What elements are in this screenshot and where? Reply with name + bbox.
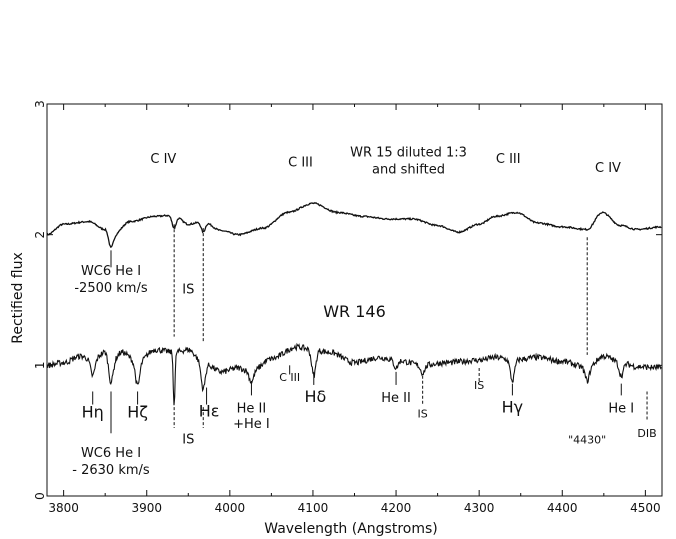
annotation-label: He II [237,401,267,416]
x-tick-label: 4500 [630,501,661,515]
series-line-wr146 [46,342,662,406]
annotation-label: IS [182,282,194,297]
annotation-label: and shifted [372,162,445,177]
y-tick-label: 0 [33,492,47,500]
annotation-label: "4430" [568,434,606,447]
annotation-label: DIB [637,427,656,440]
annotation-label: - 2630 km/s [72,463,150,478]
annotation-label: Hη [82,403,104,422]
annotation-label: C IV [595,161,621,176]
y-axis-title: Rectified flux [10,252,26,344]
annotation-label: WC6 He I [81,264,141,279]
annotation-label: +He I [233,417,270,432]
annotation-label: He I [608,401,634,416]
annotation-label: C III [496,152,521,167]
annotation-label: IS [474,379,484,392]
x-tick-label: 4300 [464,501,495,515]
annotation-label: Hζ [127,403,148,422]
x-tick-label: 3900 [131,501,162,515]
annotation-label: WC6 He I [81,446,141,461]
x-tick-label: 4000 [215,501,246,515]
annotation-label: IS [182,433,194,448]
y-tick-label: 3 [33,100,47,108]
series-line-wr15 [46,201,662,248]
annotation-label: Hε [199,401,220,420]
annotation-label: C III [279,371,300,384]
x-tick-label: 3800 [48,501,79,515]
annotation-label: He II [381,391,411,406]
annotation-label: C III [288,156,313,171]
annotation-label: WR 15 diluted 1:3 [350,145,467,160]
x-tick-label: 4400 [547,501,578,515]
annotation-label: Hδ [305,387,327,406]
x-tick-label: 4100 [298,501,329,515]
annotation-label: WR 146 [323,302,386,321]
x-tick-label: 4200 [381,501,412,515]
x-axis-title: Wavelength (Angstroms) [264,521,438,537]
y-tick-label: 2 [33,231,47,239]
annotation-label: -2500 km/s [74,281,147,296]
y-tick-label: 1 [33,362,47,370]
annotation-label: C IV [150,152,176,167]
annotation-label: Hγ [502,397,524,416]
annotation-label: IS [418,408,428,421]
